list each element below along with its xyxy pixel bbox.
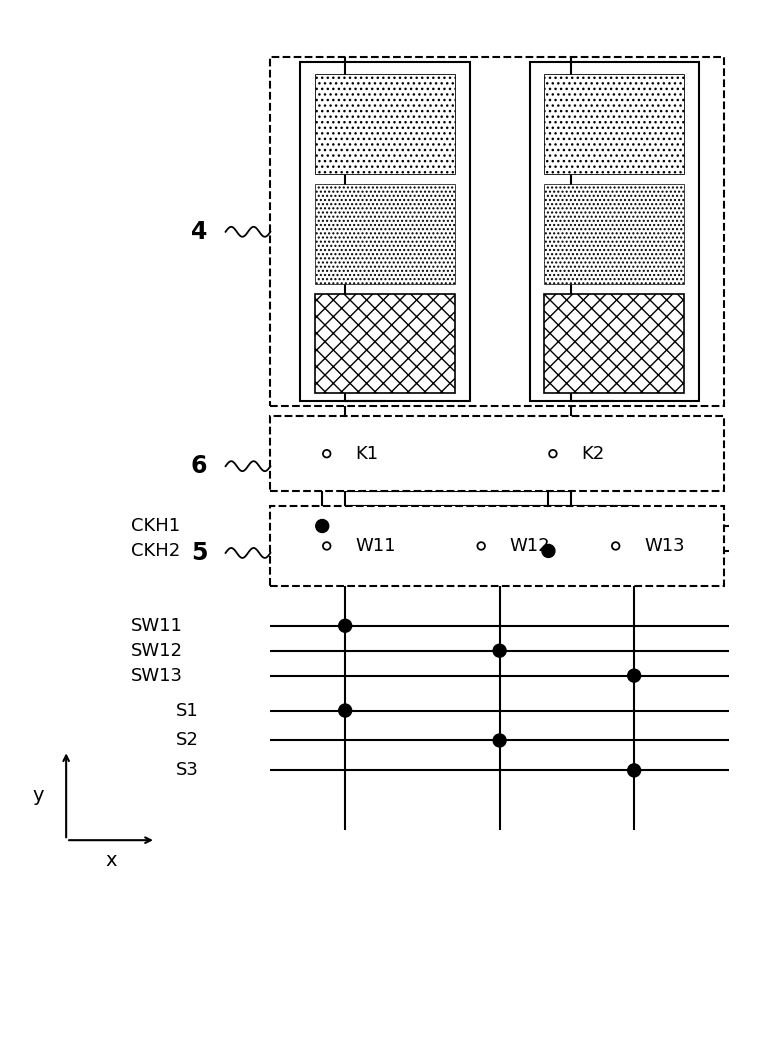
Circle shape (316, 520, 329, 533)
Circle shape (549, 450, 557, 457)
Circle shape (493, 734, 506, 747)
Bar (529, 63, 699, 401)
Text: S2: S2 (175, 731, 199, 749)
Bar (544, 294, 684, 394)
Text: SW11: SW11 (131, 616, 182, 634)
Text: W12: W12 (510, 537, 550, 555)
Text: K2: K2 (581, 445, 604, 463)
Circle shape (339, 620, 352, 632)
Text: x: x (105, 851, 117, 870)
Circle shape (339, 705, 352, 717)
Text: SW12: SW12 (131, 642, 183, 660)
Bar (544, 184, 684, 283)
Text: S1: S1 (175, 701, 199, 719)
Text: S3: S3 (175, 762, 199, 780)
Bar (301, 63, 470, 401)
Text: CKH2: CKH2 (131, 542, 180, 560)
Circle shape (323, 450, 330, 457)
Circle shape (493, 644, 506, 657)
Text: y: y (33, 786, 44, 805)
Text: SW13: SW13 (131, 666, 183, 684)
Circle shape (542, 544, 555, 557)
Bar (316, 74, 455, 174)
Text: 6: 6 (191, 454, 207, 479)
Bar (544, 74, 684, 174)
Text: W13: W13 (644, 537, 684, 555)
Bar (270, 506, 723, 586)
Circle shape (323, 542, 330, 550)
Circle shape (628, 669, 640, 682)
Circle shape (612, 542, 619, 550)
Text: 4: 4 (191, 220, 207, 244)
Text: 5: 5 (191, 541, 207, 564)
Circle shape (628, 764, 640, 777)
Text: K1: K1 (355, 445, 378, 463)
Text: W11: W11 (355, 537, 395, 555)
Text: CKH1: CKH1 (131, 517, 180, 535)
Bar (316, 184, 455, 283)
Bar (270, 416, 723, 491)
Circle shape (478, 542, 485, 550)
Bar (316, 294, 455, 394)
Bar (270, 57, 723, 406)
